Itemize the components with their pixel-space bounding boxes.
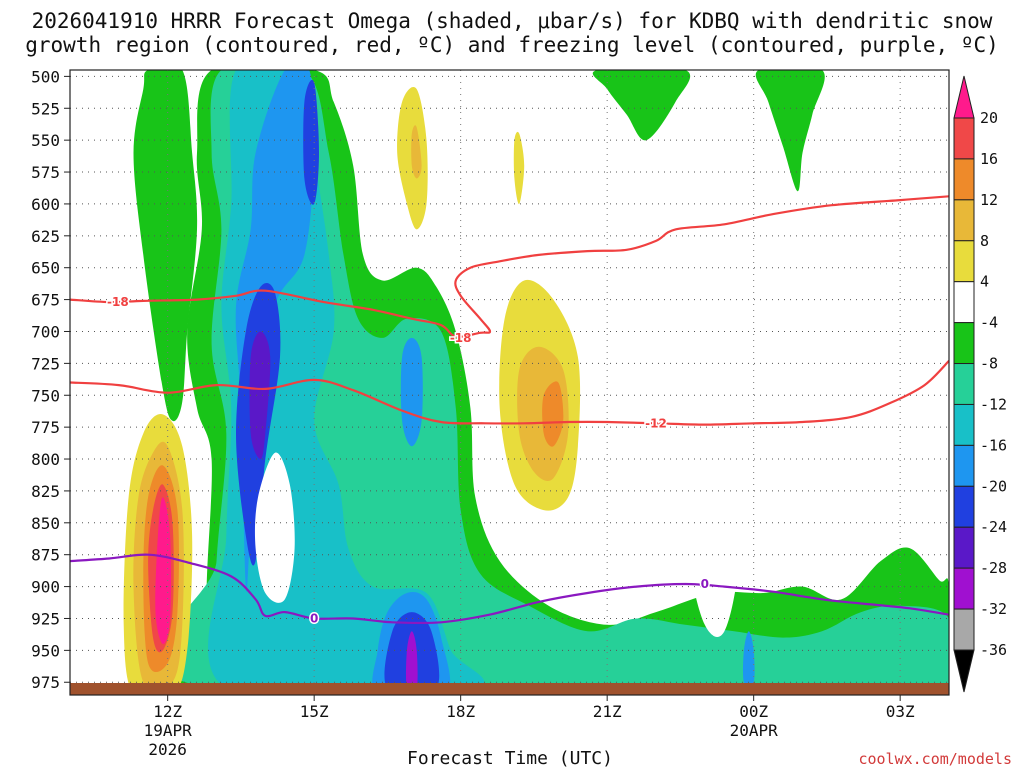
colorbar-label: 16 bbox=[980, 150, 998, 168]
colorbar-swatch bbox=[953, 281, 975, 324]
x-tick-year: 2026 bbox=[148, 740, 187, 759]
omega-darkblue-upper bbox=[303, 79, 319, 205]
colorbar-swatch bbox=[953, 485, 975, 528]
colorbar-label: -28 bbox=[980, 559, 1007, 577]
contour-layer: -18 -18 -12 0 0 bbox=[70, 195, 949, 627]
omega-blue-23z-low bbox=[742, 631, 755, 687]
colorbar-swatch bbox=[953, 199, 975, 242]
y-tick-label: 700 bbox=[31, 322, 60, 341]
y-tick-label: 575 bbox=[31, 163, 60, 182]
colorbar-swatch bbox=[953, 158, 975, 201]
credit-text: coolwx.com/models bbox=[858, 750, 1012, 768]
colorbar-label: 12 bbox=[980, 191, 998, 209]
dendritic-minus12-label: -12 bbox=[645, 416, 667, 430]
dendritic-minus12-line bbox=[70, 360, 949, 426]
x-tick-date: 20APR bbox=[730, 721, 779, 740]
x-tick-label: 00Z bbox=[739, 702, 768, 721]
grid-layer bbox=[70, 70, 949, 695]
y-tick-label: 800 bbox=[31, 450, 60, 469]
y-tick-label: 900 bbox=[31, 578, 60, 597]
x-tick-label: 21Z bbox=[593, 702, 622, 721]
colorbar-swatch bbox=[953, 117, 975, 160]
colorbar-label: -8 bbox=[980, 355, 998, 373]
chart-title-line1: 2026041910 HRRR Forecast Omega (shaded, … bbox=[32, 9, 993, 33]
y-tick-label: 850 bbox=[31, 514, 60, 533]
y-axis: 500 525 550 575 600 625 650 675 700 725 750 775 800 8… bbox=[31, 67, 70, 692]
dendritic-minus18-lower-label: -18 bbox=[450, 331, 472, 345]
colorbar-swatch bbox=[953, 322, 975, 365]
omega-magenta-12z bbox=[155, 497, 171, 645]
y-tick-label: 525 bbox=[31, 99, 60, 118]
y-tick-label: 625 bbox=[31, 227, 60, 246]
x-tick-label: 18Z bbox=[446, 702, 475, 721]
colorbar-label: -4 bbox=[980, 314, 998, 332]
colorbar-bottom-arrow bbox=[953, 649, 975, 693]
omega-teal-main bbox=[158, 70, 949, 695]
y-tick-label: 825 bbox=[31, 482, 60, 501]
y-tick-label: 500 bbox=[31, 67, 60, 86]
x-tick-date: 19APR bbox=[144, 721, 193, 740]
y-tick-label: 675 bbox=[31, 291, 60, 310]
colorbar-top-arrow bbox=[953, 75, 975, 119]
y-tick-label: 750 bbox=[31, 386, 60, 405]
omega-yellow-19z-thin bbox=[513, 131, 525, 205]
colorbar-label: 20 bbox=[980, 109, 998, 127]
colorbar-label: 8 bbox=[980, 232, 989, 250]
colorbar-label: -16 bbox=[980, 436, 1007, 454]
y-tick-label: 950 bbox=[31, 641, 60, 660]
plot-area: -18 -18 -12 0 0 bbox=[70, 70, 949, 695]
colorbar-label: -36 bbox=[980, 641, 1007, 659]
omega-purple-17z bbox=[405, 631, 418, 694]
omega-white-hole-14z bbox=[254, 452, 295, 603]
omega-green-top-right bbox=[755, 70, 825, 192]
omega-shading-layer bbox=[123, 70, 949, 695]
colorbar-label: -24 bbox=[980, 518, 1007, 536]
colorbar-swatch bbox=[953, 403, 975, 446]
freezing-level-0-label: 0 bbox=[310, 611, 318, 625]
y-tick-label: 925 bbox=[31, 609, 60, 628]
y-tick-label: 600 bbox=[31, 195, 60, 214]
freezing-level-0-label-2: 0 bbox=[701, 577, 709, 591]
y-tick-label: 650 bbox=[31, 259, 60, 278]
ground-surface bbox=[70, 683, 949, 695]
colorbar-label: -20 bbox=[980, 477, 1007, 495]
chart-title-line2: growth region (contoured, red, ºC) and f… bbox=[25, 33, 999, 57]
colorbar-swatch bbox=[953, 567, 975, 610]
y-tick-label: 975 bbox=[31, 673, 60, 692]
colorbar: 20 16 12 8 4 -4 -8 -12 -16 -20 -24 -28 -32 -36 bbox=[953, 75, 1007, 693]
colorbar-swatch bbox=[953, 608, 975, 651]
dendritic-minus18-upper-label: -18 bbox=[107, 295, 129, 309]
freezing-level-0-line bbox=[70, 553, 949, 625]
omega-orange-17z-upper bbox=[411, 125, 422, 179]
colorbar-label: -32 bbox=[980, 600, 1007, 618]
y-tick-label: 550 bbox=[31, 131, 60, 150]
colorbar-swatch bbox=[953, 363, 975, 405]
plot-frame bbox=[69, 69, 950, 696]
omega-blue-17z-mid bbox=[400, 337, 423, 447]
omega-green-band-west bbox=[133, 70, 198, 422]
x-tick-label: 03Z bbox=[886, 702, 915, 721]
colorbar-swatch bbox=[953, 444, 975, 487]
x-tick-label: 12Z bbox=[153, 702, 182, 721]
colorbar-swatch bbox=[953, 526, 975, 569]
omega-green-top-mid bbox=[592, 70, 691, 141]
x-axis-label: Forecast Time (UTC) bbox=[407, 748, 613, 768]
omega-purple-core bbox=[249, 331, 271, 459]
y-tick-label: 725 bbox=[31, 354, 60, 373]
colorbar-label: 4 bbox=[980, 273, 989, 291]
colorbar-label: -12 bbox=[980, 395, 1007, 413]
x-tick-label: 15Z bbox=[300, 702, 329, 721]
omega-darkorange-20z bbox=[542, 381, 564, 447]
y-tick-label: 875 bbox=[31, 546, 60, 565]
dendritic-minus18-upper-line bbox=[70, 195, 949, 338]
y-tick-label: 775 bbox=[31, 418, 60, 437]
colorbar-swatch bbox=[953, 240, 975, 283]
